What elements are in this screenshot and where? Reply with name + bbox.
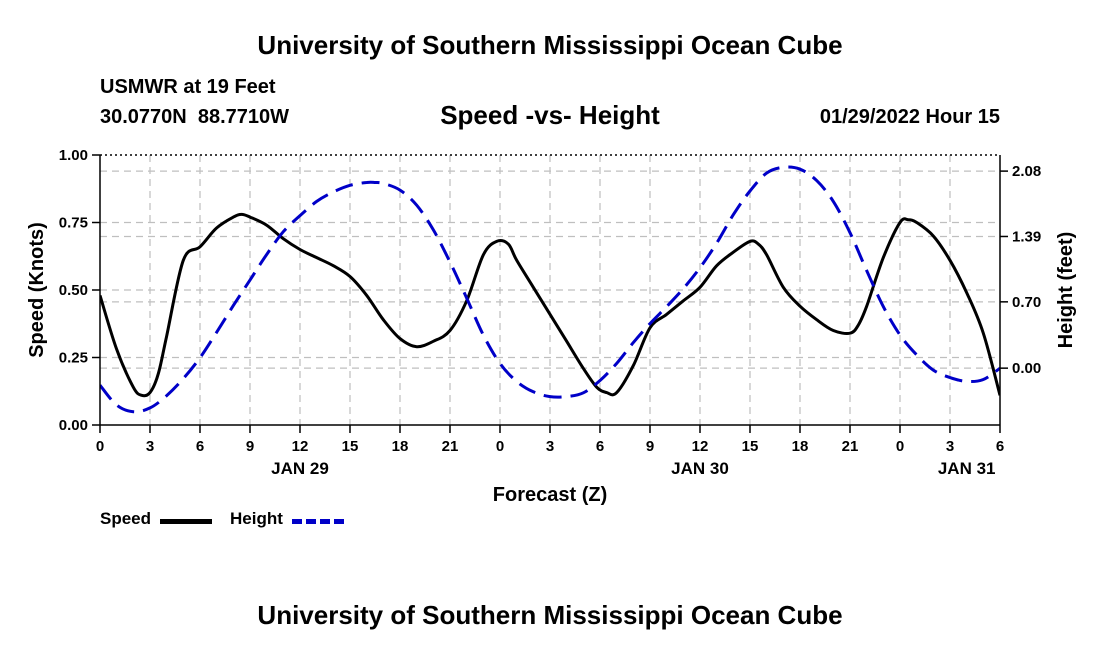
- series-height-line: [100, 165, 1000, 414]
- x-tick-label: 21: [442, 438, 459, 455]
- x-tick-label: 15: [742, 438, 759, 455]
- grid: [100, 155, 1000, 425]
- y-left-tick-label: 0.50: [59, 282, 88, 299]
- x-tick-label: 12: [692, 438, 709, 455]
- x-tick-label: 6: [996, 438, 1004, 455]
- x-tick-label: 3: [146, 438, 154, 455]
- day-label: JAN 30: [671, 459, 729, 478]
- y-left-tick-label: 0.75: [59, 215, 88, 232]
- legend-height-label: Height: [230, 509, 283, 528]
- x-tick-label: 0: [896, 438, 904, 455]
- x-tick-label: 3: [546, 438, 554, 455]
- x-tick-label: 9: [246, 438, 254, 455]
- y-right-axis-title: Height (feet): [1055, 232, 1077, 349]
- x-axis-title: Forecast (Z): [493, 484, 607, 506]
- x-tick-label: 6: [196, 438, 204, 455]
- day-label: JAN 31: [938, 459, 996, 478]
- series-speed-line: [100, 212, 1000, 398]
- y-left-tick-label: 1.00: [59, 147, 88, 164]
- series-layer: [100, 165, 1000, 414]
- x-tick-label: 6: [596, 438, 604, 455]
- y-right-tick-label: 0.70: [1012, 294, 1041, 311]
- y-right-tick-label: 1.39: [1012, 228, 1041, 245]
- legend-speed-line: [160, 519, 212, 524]
- x-tick-label: 15: [342, 438, 359, 455]
- y-left-tick-label: 0.25: [59, 350, 88, 367]
- footer-title: University of Southern Mississippi Ocean…: [257, 600, 843, 630]
- station-coordinates: 30.0770N 88.7710W: [100, 106, 290, 128]
- axis-labels: 0 3 6 9 12 15 18 21 0 3 6 9 12 15 18 21 0 3 6 JAN 29 JAN 30 J…: [26, 147, 1077, 506]
- y-right-tick-label: 2.08: [1012, 163, 1041, 180]
- main-title: University of Southern Mississippi Ocean…: [257, 30, 843, 60]
- chart-title: Speed -vs- Height: [440, 100, 660, 130]
- date-hour: 01/29/2022 Hour 15: [819, 106, 1000, 128]
- legend-speed-label: Speed: [100, 509, 152, 528]
- legend-height-line: [292, 519, 344, 524]
- station-label: USMWR at 19 Feet: [100, 76, 276, 98]
- x-tick-label: 18: [792, 438, 809, 455]
- y-left-tick-label: 0.00: [59, 417, 88, 434]
- x-tick-label: 0: [496, 438, 504, 455]
- y-right-tick-label: 0.00: [1012, 360, 1041, 377]
- x-tick-label: 18: [392, 438, 409, 455]
- x-tick-label: 21: [842, 438, 859, 455]
- x-tick-label: 0: [96, 438, 104, 455]
- x-tick-label: 3: [946, 438, 954, 455]
- x-tick-label: 12: [292, 438, 309, 455]
- x-tick-label: 9: [646, 438, 654, 455]
- axes: [92, 154, 1008, 433]
- y-left-axis-title: Speed (Knots): [26, 222, 48, 358]
- day-label: JAN 29: [271, 459, 329, 478]
